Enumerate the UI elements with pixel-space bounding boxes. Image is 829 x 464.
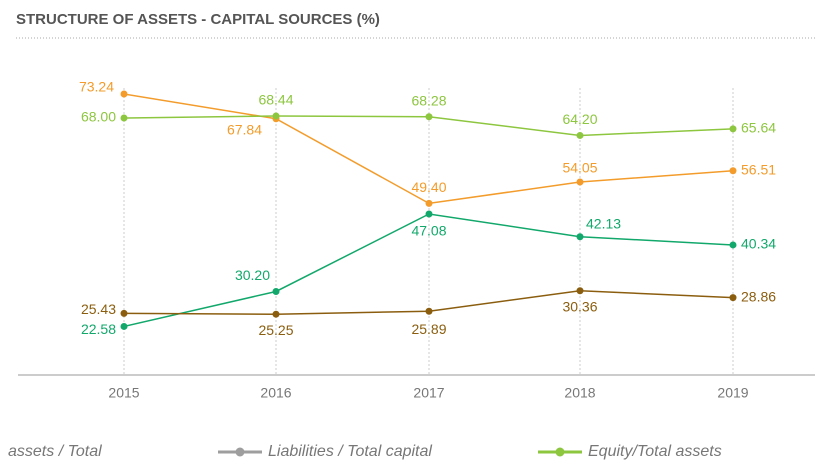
data-label: 25.25 (258, 322, 293, 338)
data-label: 30.20 (235, 267, 270, 283)
chart-title: STRUCTURE OF ASSETS - CAPITAL SOURCES (%… (16, 11, 380, 28)
point (425, 210, 433, 218)
point (425, 307, 433, 315)
data-label: 68.00 (81, 109, 116, 125)
data-label: 28.86 (741, 288, 776, 304)
point (576, 178, 584, 186)
data-label: 54.05 (562, 160, 597, 176)
point (729, 167, 737, 175)
point (729, 125, 737, 133)
point (272, 112, 280, 120)
point (272, 287, 280, 295)
point (729, 294, 737, 302)
point (120, 309, 128, 317)
legend-label: Liabilities / Total capital (268, 443, 432, 460)
point (120, 322, 128, 330)
data-label: 67.84 (227, 121, 262, 137)
data-label: 30.36 (562, 298, 597, 314)
data-label: 25.89 (411, 321, 446, 337)
data-label: 22.58 (81, 321, 116, 337)
point (120, 90, 128, 98)
data-label: 25.43 (81, 301, 116, 317)
x-tick-label: 2019 (717, 385, 748, 401)
x-tick-label: 2018 (564, 385, 595, 401)
point (425, 199, 433, 207)
point (576, 233, 584, 241)
data-label: 68.44 (258, 92, 293, 108)
data-label: 68.28 (411, 92, 446, 108)
point (425, 113, 433, 121)
legend-marker (235, 447, 245, 457)
data-label: 73.24 (79, 79, 114, 95)
legend-label: Equity/Total assets (588, 443, 722, 460)
data-label: 65.64 (741, 120, 776, 136)
data-label: 56.51 (741, 161, 776, 177)
data-label: 40.34 (741, 236, 776, 252)
point (120, 114, 128, 122)
point (576, 287, 584, 295)
x-tick-label: 2015 (108, 385, 139, 401)
legend-label: assets / Total (8, 443, 102, 460)
point (272, 310, 280, 318)
data-label: 42.13 (586, 215, 621, 231)
data-label: 49.40 (411, 179, 446, 195)
x-tick-label: 2017 (413, 385, 444, 401)
data-label: 64.20 (562, 111, 597, 127)
legend-marker (555, 447, 565, 457)
point (576, 131, 584, 139)
point (729, 241, 737, 249)
x-tick-label: 2016 (260, 385, 291, 401)
data-label: 47.08 (411, 223, 446, 239)
